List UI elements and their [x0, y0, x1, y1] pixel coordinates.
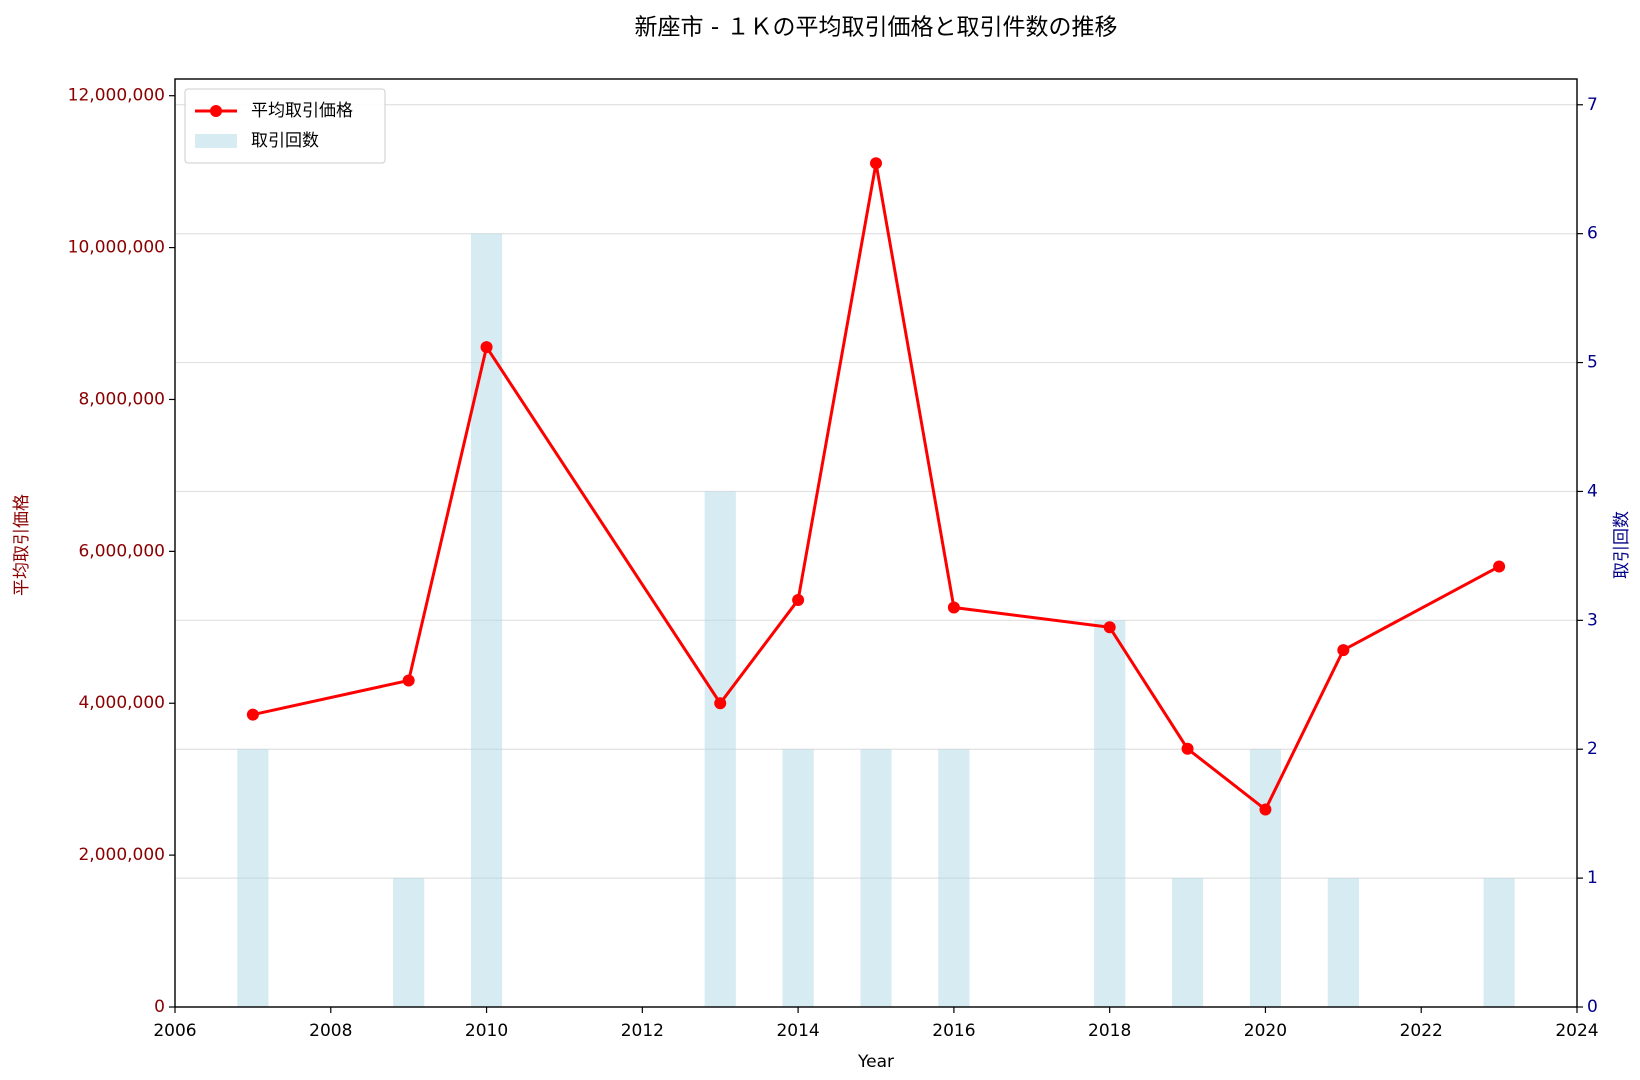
x-tick-label: 2018	[1088, 1021, 1131, 1041]
marker	[1337, 644, 1350, 657]
bar	[938, 749, 970, 1007]
y-tick-label: 6,000,000	[78, 541, 165, 561]
y2-tick-label: 4	[1587, 481, 1598, 501]
chart-title: 新座市 - １Ｋの平均取引価格と取引件数の推移	[635, 15, 1118, 41]
bar	[1249, 749, 1282, 1007]
plot-frame	[174, 78, 1578, 1008]
marker	[1493, 560, 1506, 573]
bar	[1483, 878, 1515, 1007]
marker	[480, 341, 493, 354]
legend-label: 平均取引価格	[251, 101, 353, 121]
x-tick-label: 2012	[621, 1021, 664, 1041]
y2-tick-label: 2	[1587, 739, 1598, 759]
marker	[402, 674, 415, 687]
x-tick-label: 2014	[776, 1021, 819, 1041]
bar	[393, 878, 425, 1007]
marker	[870, 157, 882, 170]
legend-label: 取引回数	[251, 131, 319, 151]
bar	[237, 749, 269, 1007]
x-tick-label: 2016	[932, 1021, 975, 1041]
y-axis-label: 平均取引価格	[12, 494, 32, 596]
marker	[792, 593, 805, 606]
marker	[714, 697, 727, 710]
y-tick-label: 10,000,000	[68, 238, 165, 258]
bar	[782, 749, 814, 1007]
marker	[947, 601, 960, 614]
y-tick-label: 8,000,000	[78, 389, 165, 409]
marker	[246, 708, 259, 721]
line	[252, 163, 1500, 812]
y2-tick-label: 0	[1587, 997, 1598, 1017]
bar	[1327, 878, 1359, 1007]
marker	[1103, 621, 1116, 634]
legend-swatch	[195, 134, 237, 148]
x-tick-label: 2022	[1400, 1021, 1443, 1041]
bar	[704, 491, 736, 1007]
bar	[1094, 620, 1126, 1007]
y2-tick-label: 7	[1587, 95, 1598, 115]
x-tick-label: 2010	[465, 1021, 508, 1041]
y2-tick-label: 6	[1587, 224, 1598, 244]
marker	[1181, 742, 1194, 755]
x-tick-label: 2020	[1244, 1021, 1287, 1041]
x-tick-label: 2024	[1555, 1021, 1598, 1041]
y-tick-label: 2,000,000	[78, 845, 165, 865]
y-tick-label: 4,000,000	[78, 693, 165, 713]
legend-marker	[210, 105, 222, 117]
bar	[860, 749, 892, 1007]
y-tick-label: 12,000,000	[68, 86, 165, 106]
y2-tick-label: 5	[1587, 353, 1598, 373]
x-tick-label: 2008	[309, 1021, 352, 1041]
bar	[1171, 878, 1204, 1007]
y2-axis-label: 取引回数	[1612, 511, 1632, 579]
marker	[1259, 803, 1272, 816]
y-tick-label: 0	[154, 997, 165, 1017]
x-axis-label: Year	[857, 1052, 894, 1072]
y2-tick-label: 1	[1587, 868, 1598, 888]
y2-tick-label: 3	[1587, 610, 1598, 630]
x-tick-label: 2006	[153, 1021, 196, 1041]
